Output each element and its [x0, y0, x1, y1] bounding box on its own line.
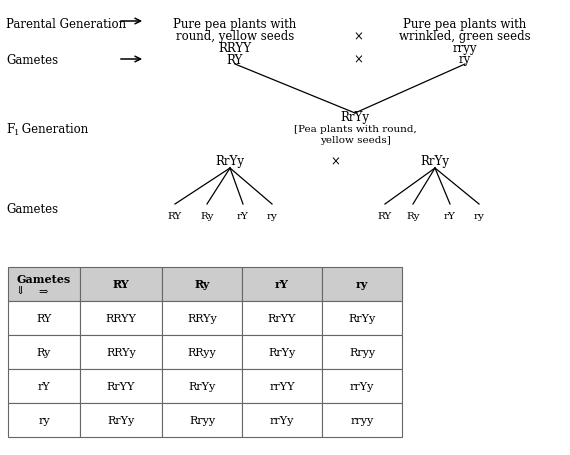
Text: [Pea plants with round,: [Pea plants with round,: [294, 125, 416, 134]
Bar: [8, 335, 80, 369]
Text: F: F: [6, 123, 14, 136]
Text: yellow seeds]: yellow seeds]: [320, 136, 390, 145]
Bar: [162, 403, 242, 437]
Bar: [322, 369, 402, 403]
Text: round, yellow seeds: round, yellow seeds: [176, 30, 294, 43]
Bar: [322, 403, 402, 437]
Text: RrYY: RrYY: [107, 381, 135, 391]
Bar: [242, 369, 322, 403]
Text: RrYy: RrYy: [188, 381, 215, 391]
Text: 1: 1: [14, 129, 19, 136]
Bar: [80, 268, 162, 301]
Text: ry: ry: [356, 279, 368, 290]
Text: rrYY: rrYY: [269, 381, 295, 391]
Bar: [242, 403, 322, 437]
Text: Rryy: Rryy: [349, 347, 375, 357]
Text: ×: ×: [353, 53, 363, 66]
Text: RrYy: RrYy: [215, 155, 245, 168]
Text: ry: ry: [474, 212, 484, 221]
Text: ⇓: ⇓: [16, 286, 26, 296]
Text: Ry: Ry: [37, 347, 51, 357]
Bar: [80, 403, 162, 437]
Bar: [80, 335, 162, 369]
Text: RrYY: RrYY: [268, 313, 296, 324]
Text: rryy: rryy: [351, 415, 373, 425]
Text: RY: RY: [36, 313, 52, 324]
Bar: [162, 301, 242, 335]
Text: RRYY: RRYY: [218, 42, 251, 55]
Text: Generation: Generation: [18, 123, 88, 136]
Text: RRYy: RRYy: [106, 347, 136, 357]
Text: rryy: rryy: [453, 42, 477, 55]
Bar: [242, 335, 322, 369]
Text: Gametes: Gametes: [6, 53, 58, 66]
Text: RRYy: RRYy: [187, 313, 217, 324]
Bar: [322, 268, 402, 301]
Text: Gametes: Gametes: [6, 203, 58, 216]
Text: ⇒: ⇒: [38, 286, 47, 296]
Bar: [8, 369, 80, 403]
Text: RrYy: RrYy: [421, 155, 450, 168]
Text: RRYY: RRYY: [105, 313, 136, 324]
Text: Pure pea plants with: Pure pea plants with: [173, 18, 296, 31]
Text: ×: ×: [330, 155, 340, 168]
Text: wrinkled, green seeds: wrinkled, green seeds: [399, 30, 531, 43]
Text: Ry: Ry: [194, 279, 210, 290]
Text: RrYy: RrYy: [268, 347, 296, 357]
Text: Rryy: Rryy: [189, 415, 215, 425]
Text: RRyy: RRyy: [188, 347, 217, 357]
Text: RrYy: RrYy: [348, 313, 376, 324]
Text: ry: ry: [267, 212, 278, 221]
Bar: [162, 369, 242, 403]
Text: rrYy: rrYy: [350, 381, 374, 391]
Bar: [8, 301, 80, 335]
Bar: [242, 301, 322, 335]
Text: ry: ry: [38, 415, 50, 425]
Text: RY: RY: [168, 212, 182, 221]
Text: RY: RY: [113, 279, 129, 290]
Text: ry: ry: [459, 53, 471, 66]
Text: rY: rY: [275, 279, 289, 290]
Bar: [322, 335, 402, 369]
Text: RY: RY: [227, 53, 243, 66]
Text: Pure pea plants with: Pure pea plants with: [404, 18, 527, 31]
Bar: [8, 268, 80, 301]
Text: Gametes: Gametes: [17, 274, 71, 285]
Bar: [80, 369, 162, 403]
Bar: [242, 268, 322, 301]
Text: Ry: Ry: [406, 212, 420, 221]
Text: RY: RY: [378, 212, 392, 221]
Text: rrYy: rrYy: [270, 415, 294, 425]
Text: Parental Generation: Parental Generation: [6, 18, 126, 31]
Text: rY: rY: [237, 212, 249, 221]
Text: RrYy: RrYy: [340, 111, 369, 124]
Bar: [80, 301, 162, 335]
Bar: [322, 301, 402, 335]
Text: RrYy: RrYy: [107, 415, 135, 425]
Text: rY: rY: [38, 381, 50, 391]
Bar: [162, 335, 242, 369]
Text: rY: rY: [444, 212, 456, 221]
Bar: [162, 268, 242, 301]
Text: ×: ×: [353, 30, 363, 43]
Text: Ry: Ry: [200, 212, 214, 221]
Bar: [8, 403, 80, 437]
